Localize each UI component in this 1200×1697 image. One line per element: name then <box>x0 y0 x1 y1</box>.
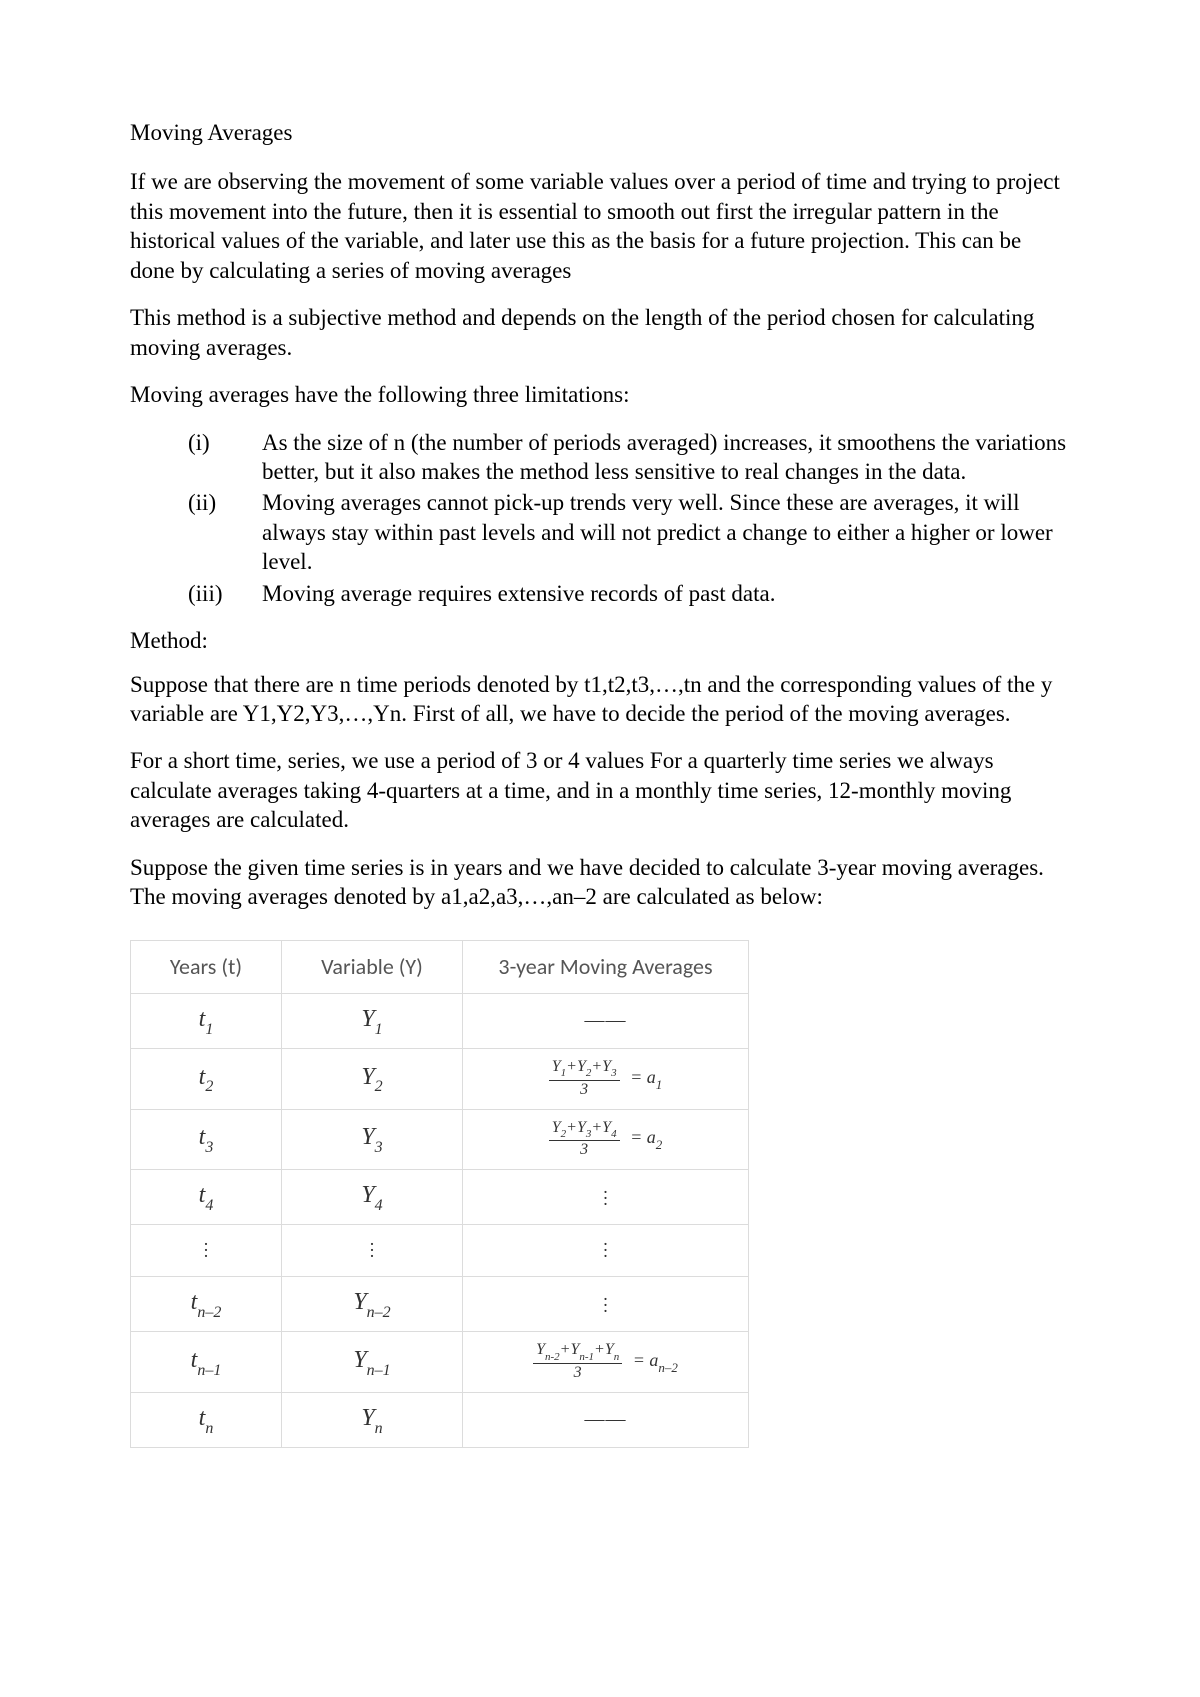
table-cell: tn <box>131 1392 282 1447</box>
limitation-number: (iii) <box>188 579 262 608</box>
table-cell: Y2 <box>282 1049 463 1110</box>
paragraph-method-3: Suppose the given time series is in year… <box>130 853 1070 912</box>
table-cell-average: Y1+Y2+Y33 = a1 <box>463 1049 749 1110</box>
table-row: tn–2Yn–2... <box>131 1277 749 1332</box>
table-cell: Y4 <box>282 1170 463 1225</box>
table-row: t1Y1—— <box>131 993 749 1048</box>
limitations-list: (i) As the size of n (the number of peri… <box>130 428 1070 609</box>
table-cell-average: ... <box>463 1170 749 1225</box>
limitation-number: (ii) <box>188 488 262 576</box>
limitation-item: (i) As the size of n (the number of peri… <box>188 428 1070 487</box>
method-heading: Method: <box>130 626 1070 655</box>
table-cell: ... <box>131 1225 282 1277</box>
limitation-text: Moving average requires extensive record… <box>262 579 1070 608</box>
paragraph-method-2: For a short time, series, we use a perio… <box>130 746 1070 834</box>
table-cell: Y1 <box>282 993 463 1048</box>
table-header-years: Years (t) <box>131 940 282 993</box>
table-header-variable: Variable (Y) <box>282 940 463 993</box>
limitation-text: Moving averages cannot pick-up trends ve… <box>262 488 1070 576</box>
limitation-item: (ii) Moving averages cannot pick-up tren… <box>188 488 1070 576</box>
table-cell: Y3 <box>282 1109 463 1170</box>
table-cell: tn–2 <box>131 1277 282 1332</box>
table-row: ......... <box>131 1225 749 1277</box>
table-row: t2Y2Y1+Y2+Y33 = a1 <box>131 1049 749 1110</box>
limitation-text: As the size of n (the number of periods … <box>262 428 1070 487</box>
table-body: t1Y1——t2Y2Y1+Y2+Y33 = a1t3Y3Y2+Y3+Y43 = … <box>131 993 749 1447</box>
table-cell: t4 <box>131 1170 282 1225</box>
table-cell: Yn <box>282 1392 463 1447</box>
table-cell: ... <box>463 1225 749 1277</box>
page-title: Moving Averages <box>130 118 1070 147</box>
moving-averages-table: Years (t) Variable (Y) 3-year Moving Ave… <box>130 940 749 1449</box>
document-page: Moving Averages If we are observing the … <box>0 0 1200 1697</box>
limitation-item: (iii) Moving average requires extensive … <box>188 579 1070 608</box>
table-row: tn–1Yn–1Yn-2+Yn-1+Yn3 = an–2 <box>131 1332 749 1393</box>
table-cell: t1 <box>131 993 282 1048</box>
table-cell-average: ... <box>463 1277 749 1332</box>
table-cell: Yn–1 <box>282 1332 463 1393</box>
table-row: t4Y4... <box>131 1170 749 1225</box>
table-cell: t3 <box>131 1109 282 1170</box>
table-cell: Yn–2 <box>282 1277 463 1332</box>
table-cell-average: —— <box>463 993 749 1048</box>
table-cell: tn–1 <box>131 1332 282 1393</box>
table-cell: t2 <box>131 1049 282 1110</box>
table-row: t3Y3Y2+Y3+Y43 = a2 <box>131 1109 749 1170</box>
table-header-row: Years (t) Variable (Y) 3-year Moving Ave… <box>131 940 749 993</box>
paragraph-limitations-lead: Moving averages have the following three… <box>130 380 1070 409</box>
table-cell-average: —— <box>463 1392 749 1447</box>
table-header-averages: 3-year Moving Averages <box>463 940 749 993</box>
paragraph-subjective: This method is a subjective method and d… <box>130 303 1070 362</box>
table-cell-average: Yn-2+Yn-1+Yn3 = an–2 <box>463 1332 749 1393</box>
paragraph-method-1: Suppose that there are n time periods de… <box>130 670 1070 729</box>
table-row: tnYn—— <box>131 1392 749 1447</box>
table-cell-average: Y2+Y3+Y43 = a2 <box>463 1109 749 1170</box>
table-cell: ... <box>282 1225 463 1277</box>
paragraph-intro: If we are observing the movement of some… <box>130 167 1070 285</box>
limitation-number: (i) <box>188 428 262 487</box>
